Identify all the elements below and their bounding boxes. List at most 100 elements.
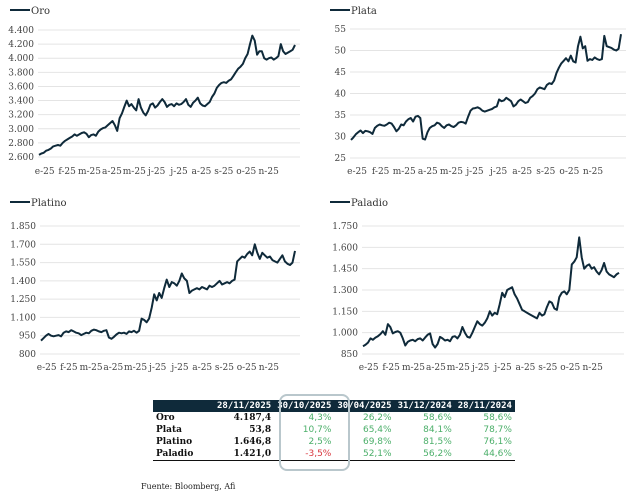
y-tick-label: 1.600	[332, 243, 358, 253]
change-cell: 84,1%	[423, 425, 452, 435]
y-tick-label: 1.750	[332, 222, 358, 232]
y-tick-label: 1.150	[332, 307, 358, 317]
legend: Paladio	[330, 198, 388, 209]
metal-name: Platino	[156, 437, 193, 447]
y-tick-label: 2.800	[8, 139, 34, 149]
x-tick-label: a-25	[418, 167, 438, 177]
legend-label: Platino	[31, 198, 67, 209]
x-tick-label: m-25	[393, 167, 416, 177]
y-tick-label: 850	[341, 350, 358, 360]
legend-label: Oro	[31, 6, 50, 17]
change-cell: 58,6%	[483, 413, 512, 423]
x-tick-label: j-25	[489, 167, 508, 177]
x-tick-label: a-25	[103, 363, 123, 373]
metal-price: 4.187,4	[233, 413, 272, 423]
performance-table: 28/11/2025 30/10/2025 30/04/2025 31/12/2…	[153, 400, 515, 461]
x-tick-label: f-25	[58, 167, 76, 177]
y-tick-label: 4.400	[8, 26, 34, 36]
change-cell: 2,5%	[308, 437, 332, 447]
x-tick-label: m-25	[124, 363, 147, 373]
x-tick-label: a-25	[512, 167, 532, 177]
change-cell: 78,7%	[483, 425, 512, 435]
series-line-platino	[40, 243, 296, 342]
x-tick-label: s-25	[536, 167, 555, 177]
y-tick-label: 1.550	[10, 259, 36, 269]
y-tick-label: 1.700	[10, 240, 36, 250]
y-tick-label: 35	[335, 111, 347, 121]
series-line-plata	[350, 34, 622, 141]
metal-name: Paladio	[153, 448, 214, 461]
x-tick-label: o-25	[560, 363, 580, 373]
source-note: Fuente: Bloomberg, Afi	[141, 482, 236, 491]
x-tick-label: n-25	[583, 363, 604, 373]
y-tick-label: 3.800	[8, 68, 34, 78]
y-tick-label: 1.250	[10, 295, 36, 305]
x-tick-label: m-25	[123, 167, 146, 177]
series-line-oro	[38, 34, 296, 156]
chart-oro: Oro 2.600 2.800 3.000 3.200 3.400 3.600 3.800 4.…	[0, 0, 310, 185]
change-cell: 76,1%	[483, 437, 512, 447]
y-tick-label: 1.400	[10, 277, 36, 287]
x-tick-label: a-25	[516, 363, 536, 373]
x-tick-label: m-25	[440, 167, 463, 177]
x-tick-label: f-25	[60, 363, 78, 373]
legend-label: Paladio	[351, 198, 388, 209]
x-tick-label: e-25	[359, 363, 379, 373]
change-cell: 81,5%	[423, 437, 452, 447]
chart-paladio: Paladio 850 1.000 1.150 1.300 1.450 1.600 1.750…	[320, 192, 631, 377]
x-tick-label: j-25	[169, 167, 188, 177]
y-tick-label: 1.450	[332, 265, 358, 275]
x-tick-label: a-25	[192, 363, 212, 373]
legend: Oro	[10, 6, 50, 17]
x-tick-label: j-25	[493, 363, 512, 373]
x-tick-label: n-25	[259, 167, 280, 177]
x-tick-label: e-25	[35, 167, 55, 177]
y-tick-label: 4.200	[8, 40, 34, 50]
x-tick-label: m-25	[447, 363, 470, 373]
header-cell: 31/12/2024	[394, 400, 455, 412]
x-tick-label: a-25	[102, 167, 122, 177]
header-cell	[153, 400, 214, 412]
x-tick-label: s-25	[538, 363, 557, 373]
legend-label: Plata	[351, 6, 377, 17]
y-tick-label: 30	[335, 133, 347, 143]
y-tick-label: 4.000	[8, 54, 34, 64]
header-cell: 30/04/2025	[334, 400, 395, 412]
y-tick-label: 3.000	[8, 125, 34, 135]
y-tick-label: 1.100	[10, 313, 36, 323]
change-cell: 4,3%	[308, 413, 332, 423]
change-cell: 26,2%	[362, 413, 392, 423]
x-tick-label: j-25	[147, 167, 166, 177]
y-tick-label: 50	[335, 47, 347, 57]
metal-price: 53,8	[249, 425, 272, 435]
table-row: Plata 53,8 10,7% 65,4% 84,1% 78,7%	[153, 424, 515, 436]
y-tick-label: 40	[335, 90, 347, 100]
y-tick-label: 3.400	[8, 97, 34, 107]
table-row: Oro 4.187,4 4,3% 26,2% 58,6% 58,6%	[153, 412, 515, 424]
metal-price: 1.646,8	[233, 437, 272, 447]
x-tick-label: o-25	[236, 167, 256, 177]
y-tick-label: 45	[335, 68, 347, 78]
y-tick-label: 800	[19, 350, 36, 360]
y-tick-label: 25	[335, 154, 347, 164]
change-cell: 44,6%	[454, 448, 515, 461]
y-tick-label: 1.300	[332, 286, 358, 296]
x-tick-label: s-25	[214, 167, 233, 177]
change-cell: 56,2%	[394, 448, 455, 461]
chart-plata: Plata 25 30 35 40 45 50 55 e-25 f-25 m-25 a-25 m-25 j…	[320, 0, 631, 185]
change-cell: 52,1%	[334, 448, 395, 461]
x-tick-label: j-25	[170, 363, 189, 373]
metal-name: Oro	[156, 413, 175, 423]
x-tick-label: m-25	[78, 167, 101, 177]
metal-price: 1.421,0	[214, 448, 275, 461]
table-row: Paladio 1.421,0 -3,5% 52,1% 56,2% 44,6%	[153, 448, 515, 461]
x-tick-label: o-25	[237, 363, 257, 373]
x-tick-label: n-25	[583, 167, 604, 177]
x-tick-label: f-25	[372, 167, 390, 177]
series-line-paladio	[362, 236, 620, 349]
x-tick-label: f-25	[382, 363, 400, 373]
change-cell: 58,6%	[423, 413, 452, 423]
x-tick-label: j-25	[465, 167, 484, 177]
x-tick-label: e-25	[347, 167, 367, 177]
x-tick-label: s-25	[215, 363, 234, 373]
